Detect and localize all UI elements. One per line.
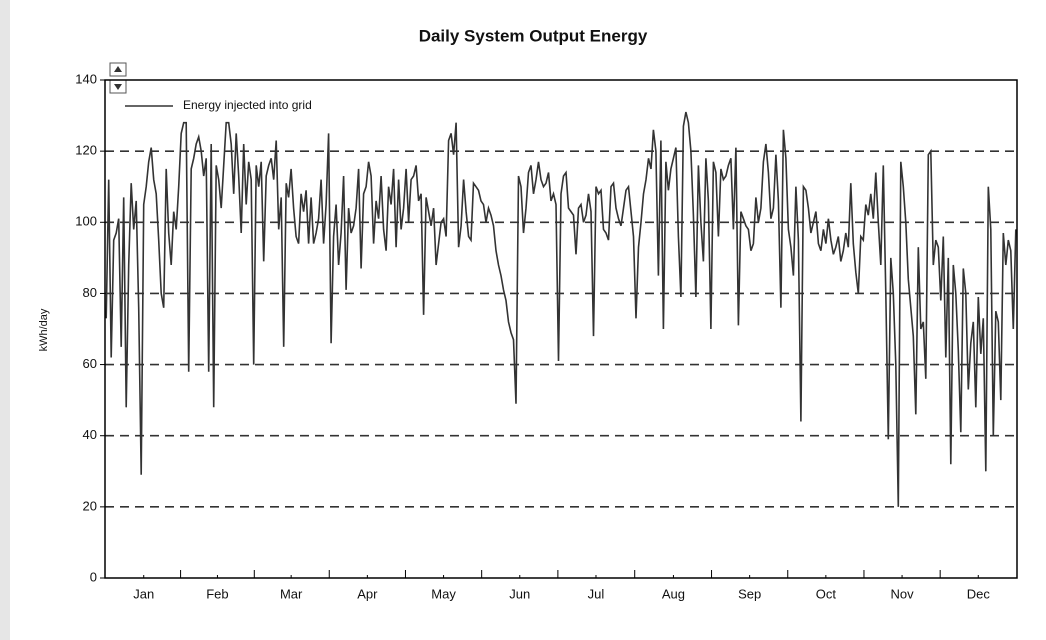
scroll-arrows: [114, 66, 122, 90]
plot-frame: [104, 79, 1018, 579]
x-tick-label: Sep: [738, 586, 761, 601]
data-line: [105, 111, 1017, 507]
y-tick-label: 80: [83, 285, 97, 300]
x-tick-label: Oct: [816, 586, 837, 601]
legend-label: Energy injected into grid: [183, 98, 312, 112]
x-tick-label: Mar: [280, 586, 303, 601]
y-tick-label: 120: [75, 143, 97, 158]
x-tick-label: Aug: [662, 586, 685, 601]
window-edge: [0, 0, 10, 640]
y-tick-label: 20: [83, 498, 97, 513]
y-tick-label: 40: [83, 427, 97, 442]
x-tick-label: Jun: [509, 586, 530, 601]
x-tick-label: Dec: [967, 586, 991, 601]
x-tick-label: Apr: [357, 586, 378, 601]
y-tick-label: 0: [90, 569, 97, 584]
y-axis-label: kWh/day: [38, 308, 50, 351]
x-tick-label: Jul: [588, 586, 605, 601]
x-tick-label: Nov: [891, 586, 915, 601]
y-tick-label: 140: [75, 71, 97, 86]
x-tick-label: Feb: [206, 586, 228, 601]
x-tick-label: May: [431, 586, 456, 601]
chart-title: Daily System Output Energy: [419, 26, 648, 45]
y-tick-label: 100: [75, 214, 97, 229]
y-tick-label: 60: [83, 356, 97, 371]
x-tick-label: Jan: [133, 586, 154, 601]
